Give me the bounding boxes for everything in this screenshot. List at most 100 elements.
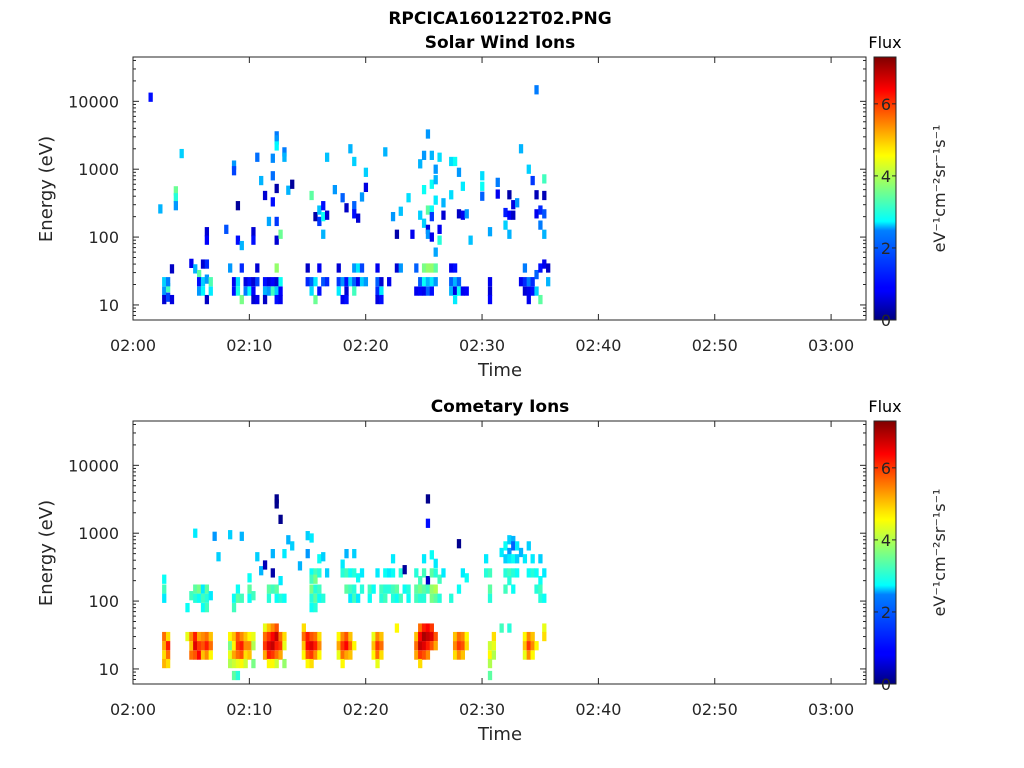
heatmap-cell: [204, 259, 210, 269]
y-tick-label: 10: [99, 296, 119, 315]
heatmap-cell: [452, 650, 458, 660]
heatmap-cell: [196, 650, 202, 660]
heatmap-cell: [495, 189, 500, 199]
heatmap-cell: [530, 554, 535, 564]
heatmap-cell: [348, 650, 353, 660]
colorbar-tick-label: 6: [881, 459, 891, 478]
heatmap-cell: [348, 568, 353, 578]
heatmap-cell: [189, 591, 194, 601]
heatmap-cell: [239, 650, 244, 660]
heatmap-cell: [251, 235, 256, 245]
heatmap-cell: [425, 631, 431, 642]
heatmap-cell: [200, 259, 206, 269]
heatmap-cell: [429, 205, 434, 215]
heatmap-cell: [313, 631, 318, 642]
heatmap-cell: [282, 658, 287, 669]
heatmap-cell: [546, 263, 551, 273]
y-tick-label: 1000: [78, 160, 119, 179]
heatmap-cell: [239, 240, 244, 251]
heatmap-cell: [418, 286, 423, 296]
heatmap-cell: [185, 631, 190, 642]
heatmap-cell: [414, 641, 419, 651]
heatmap-cell: [429, 212, 434, 222]
heatmap-cell: [313, 294, 318, 305]
heatmap-cell: [480, 171, 485, 181]
heatmap-cell: [487, 568, 493, 578]
heatmap-cell: [433, 164, 438, 174]
heatmap-cell: [274, 593, 279, 603]
heatmap-cell: [235, 593, 241, 603]
heatmap-cell: [235, 650, 241, 660]
heatmap-cell: [162, 631, 167, 642]
heatmap-cell: [270, 631, 275, 642]
heatmap-cell: [262, 623, 268, 633]
heatmap-cell: [538, 554, 543, 564]
heatmap-cell: [270, 153, 275, 163]
heatmap-cell: [247, 573, 252, 583]
heatmap-cell: [324, 568, 330, 578]
heatmap-cell: [534, 641, 539, 651]
heatmap-cell: [301, 650, 306, 660]
heatmap-cell: [266, 584, 272, 594]
y-tick-label: 10: [99, 660, 119, 679]
heatmap-cell: [534, 584, 539, 594]
heatmap-cell: [456, 539, 462, 549]
heatmap-cell: [449, 277, 454, 287]
heatmap-cell: [363, 182, 369, 192]
heatmap-cell: [332, 185, 338, 195]
heatmap-cell: [262, 190, 268, 201]
heatmap-cell: [433, 175, 438, 185]
heatmap-cell: [511, 568, 516, 578]
heatmap-cell: [193, 528, 198, 538]
heatmap-cell: [352, 277, 357, 287]
heatmap-cell: [464, 286, 469, 296]
heatmap-cell: [340, 650, 345, 660]
heatmap-cell: [418, 631, 423, 642]
heatmap-cell: [418, 584, 423, 594]
heatmap-cell: [542, 623, 547, 633]
heatmap-cell: [429, 232, 434, 242]
heatmap-cell: [301, 641, 306, 651]
heatmap-cell: [352, 286, 357, 296]
heatmap-cell: [231, 631, 237, 642]
heatmap-cell: [452, 263, 458, 273]
heatmap-cell: [456, 209, 462, 219]
y-axis-label: Energy (eV): [36, 500, 57, 606]
heatmap-cell: [235, 584, 241, 594]
heatmap-cell: [371, 584, 376, 594]
heatmap-cell: [526, 631, 531, 642]
x-tick-label: 02:10: [226, 336, 272, 355]
y-axis-ticks: 10 100 1000 10000: [68, 59, 866, 321]
heatmap-cell: [379, 641, 384, 651]
heatmap-cell: [231, 277, 237, 287]
heatmap-cell: [266, 277, 272, 287]
heatmap-cell: [270, 658, 275, 669]
heatmap-cell: [282, 147, 287, 157]
heatmap-cell: [456, 277, 462, 287]
heatmap-cell: [356, 593, 361, 603]
heatmap-cell: [456, 631, 462, 642]
heatmap-cell: [336, 263, 341, 273]
heatmap-cell: [538, 205, 543, 215]
heatmap-cell: [196, 277, 202, 287]
heatmap-cell: [274, 650, 279, 660]
heatmap-cell: [259, 175, 264, 186]
heatmap-cell: [425, 650, 431, 660]
heatmap-cell: [251, 277, 256, 287]
heatmap-cell: [433, 558, 438, 568]
heatmap-cell: [309, 277, 314, 287]
heatmap-cell: [480, 191, 485, 201]
heatmap-cell: [235, 670, 241, 681]
heatmap-cell: [437, 574, 442, 584]
heatmap-cell: [522, 631, 528, 642]
heatmap-cell: [425, 263, 431, 273]
heatmap-cell: [204, 650, 210, 660]
heatmap-cell: [390, 593, 396, 603]
heatmap-cell: [390, 568, 396, 578]
heatmap-cell: [433, 247, 438, 257]
heatmap-cell: [340, 641, 345, 651]
heatmap-cell: [262, 286, 268, 296]
heatmap-cell: [418, 641, 423, 651]
heatmap-cell: [371, 641, 376, 651]
x-tick-label: 02:50: [692, 336, 738, 355]
